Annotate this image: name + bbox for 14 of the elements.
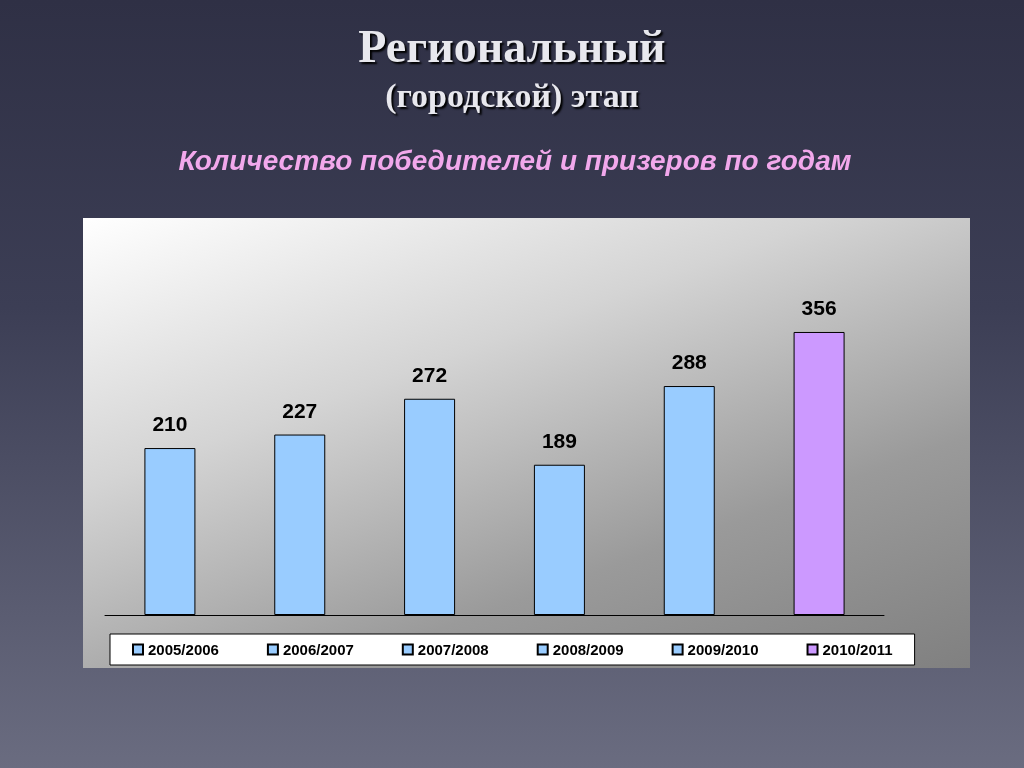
data-label: 227 [282,398,318,422]
legend-label: 2006/2007 [282,641,354,658]
legend-label: 2007/2008 [417,641,489,658]
legend-label: 2010/2011 [822,641,893,658]
data-label: 189 [541,428,577,452]
data-label: 210 [152,412,188,436]
data-label: 288 [671,350,708,374]
legend-label: 2008/2009 [552,641,624,658]
chart-title: Региональный (городской) этап [357,21,667,114]
chart-subtitle: Количество победителей и призеров по годам [177,145,853,177]
data-label: 272 [412,362,448,386]
legend-label: 2005/2006 [148,641,219,658]
data-label: 356 [801,295,837,319]
legend-label: 2009/2010 [687,641,759,658]
